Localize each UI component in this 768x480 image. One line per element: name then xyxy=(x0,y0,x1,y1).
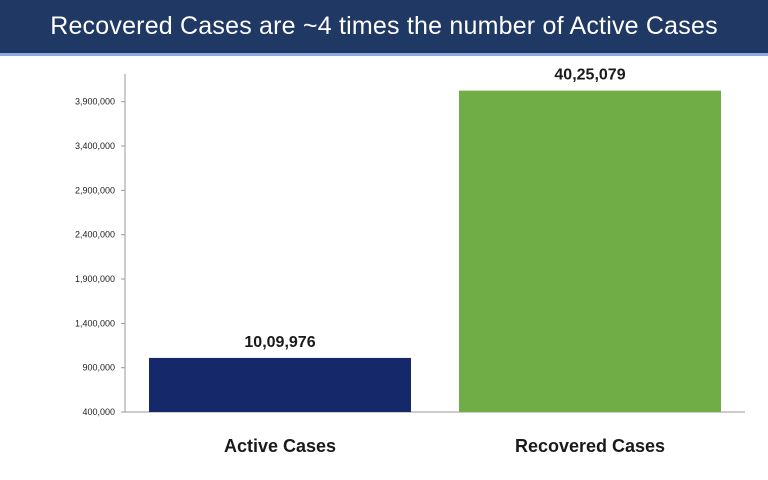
bars xyxy=(149,90,721,412)
y-tick-label: 2,900,000 xyxy=(75,185,115,195)
bar-recovered-cases xyxy=(459,90,721,412)
bar-active-cases xyxy=(149,357,411,412)
title-banner: Recovered Cases are ~4 times the number … xyxy=(0,0,768,56)
y-tick-label: 3,900,000 xyxy=(75,97,115,107)
y-tick-label: 900,000 xyxy=(82,363,115,373)
data-label: 40,25,079 xyxy=(554,67,625,84)
y-tick-label: 3,400,000 xyxy=(75,141,115,151)
bar-chart: 400,000 900,000 1,400,000 1,900,000 2,400,00… xyxy=(75,67,745,456)
y-tick-label: 1,900,000 xyxy=(75,274,115,284)
category-label: Recovered Cases xyxy=(515,436,665,456)
y-tick-label: 1,400,000 xyxy=(75,318,115,328)
data-label: 10,09,976 xyxy=(244,334,315,351)
y-tick-label: 2,400,000 xyxy=(75,230,115,240)
chart-title: Recovered Cases are ~4 times the number … xyxy=(50,12,718,40)
category-label: Active Cases xyxy=(224,436,336,456)
y-tick-label: 400,000 xyxy=(82,407,115,417)
bar-labels: 10,09,976 Active Cases 40,25,079 Recovered … xyxy=(224,67,665,456)
